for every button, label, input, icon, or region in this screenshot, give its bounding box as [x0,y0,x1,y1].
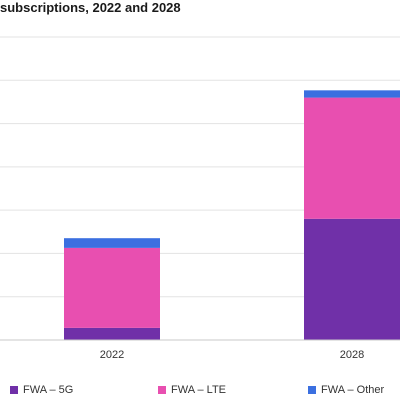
legend-swatch-5g [10,386,18,394]
bar-2022-fwa-other [64,238,160,248]
legend-swatch-other [308,386,316,394]
x-tick-label-2028: 2028 [340,349,364,361]
legend-label-lte: FWA – LTE [171,384,227,396]
legend: FWA – 5G FWA – LTE FWA – Other [0,384,400,400]
legend-item-other: FWA – Other [308,384,384,396]
x-tick-labels: 2022 2028 [100,349,364,361]
chart-plot: 2022 2028 [0,36,400,361]
bar-2022-fwa-5g [64,327,160,340]
bar-2022-fwa-lte [64,247,160,328]
chart-title: subscriptions, 2022 and 2028 [0,0,181,15]
x-tick-label-2022: 2022 [100,349,124,361]
legend-swatch-lte [158,386,166,394]
legend-item-5g: FWA – 5G [10,384,73,396]
legend-label-other: FWA – Other [321,384,385,396]
bars [64,90,400,340]
legend-label-5g: FWA – 5G [23,384,74,396]
bar-2028-fwa-other [304,90,400,98]
legend-item-lte: FWA – LTE [158,384,226,396]
bar-2028-fwa-5g [304,218,400,340]
bar-2028-fwa-lte [304,97,400,219]
